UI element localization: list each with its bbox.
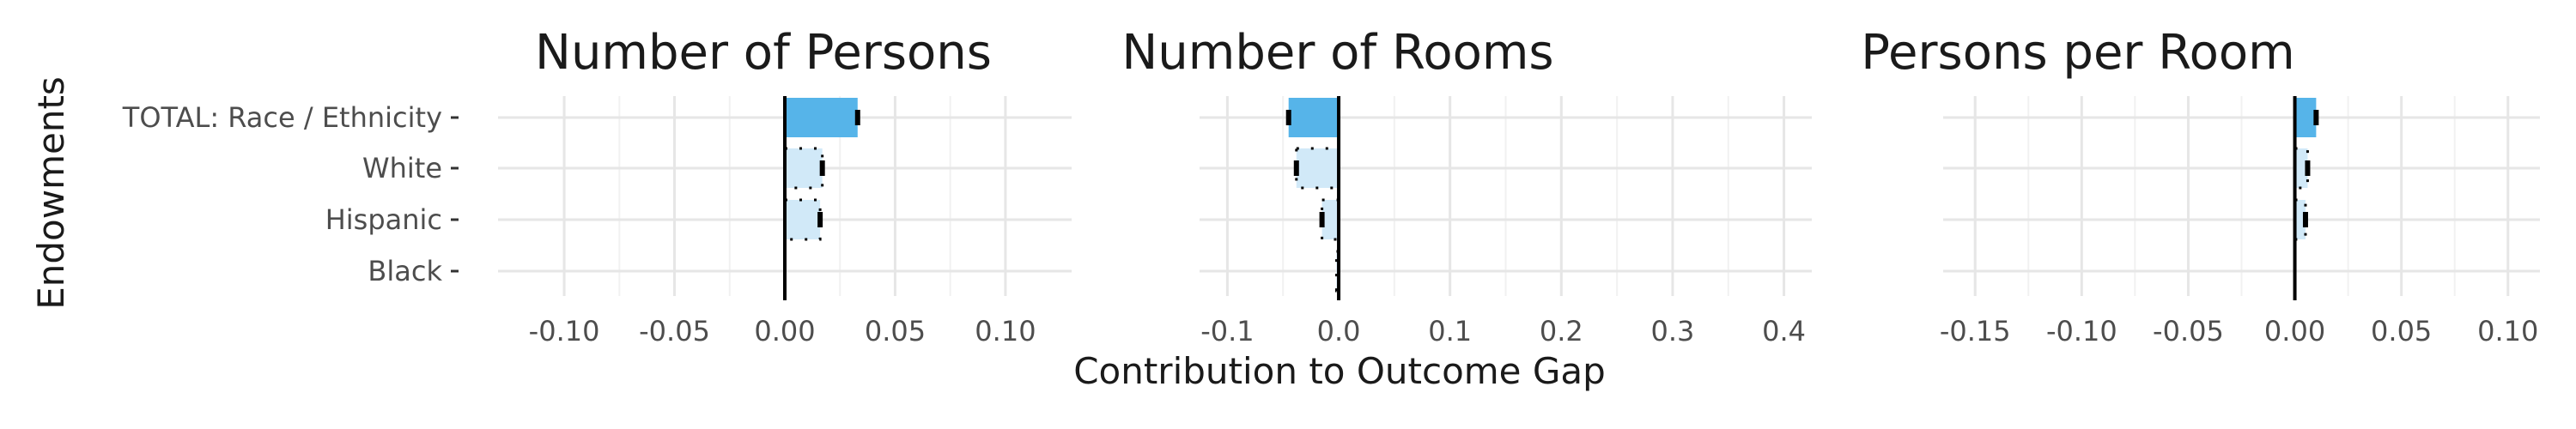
x-tick-label: 0.10 [2477,315,2538,347]
panel-title-persons-per-room: Persons per Room [1861,25,2294,81]
bar [2294,200,2306,239]
bar [1288,98,1340,137]
x-tick-label: 0.10 [975,315,1036,347]
x-tick-label: 0.00 [2264,315,2325,347]
x-axis-title: Contribution to Outcome Gap [1073,350,1606,392]
bar [2294,98,2317,137]
bar [2294,148,2308,188]
panel-plot: -0.1 0.0 0.1 0.2 0.3 0.4 [1200,96,1812,347]
x-tick-label: 0.0 [1317,315,1361,347]
bar [1296,148,1340,188]
x-tick-label: 0.1 [1428,315,1472,347]
category-label: Black [368,255,442,287]
panel-plot: -0.15 -0.10 -0.05 0.00 0.05 0.10 [1940,96,2540,347]
x-tick-label: -0.10 [2046,315,2117,347]
x-tick-label: 0.3 [1651,315,1695,347]
bar [785,200,821,239]
error-bar [2313,110,2319,125]
error-bar [819,160,825,176]
x-tick-label: 0.00 [754,315,815,347]
x-tick-label: 0.05 [2371,315,2432,347]
panel-title-number-of-persons: Number of Persons [535,25,992,81]
x-tick-label: -0.15 [1940,315,2011,347]
category-label: White [362,152,442,184]
panel-persons-per-room: Persons per Room [1861,25,2294,81]
error-bar [2305,160,2311,176]
x-tick-label: -0.10 [529,315,600,347]
panel-title-number-of-rooms: Number of Rooms [1121,25,1553,81]
error-bar [854,110,860,125]
panel-number-of-rooms: Number of Rooms [1121,25,1553,81]
error-bar [1285,110,1291,125]
x-tick-label: 0.4 [1762,315,1806,347]
panel-number-of-persons: Number of Persons [535,25,992,81]
error-bar [817,212,823,227]
bar [785,148,823,188]
x-tick-label: -0.05 [2153,315,2224,347]
bar [785,98,858,137]
error-bar [1319,212,1325,227]
confidence-interval-outline [2293,147,2309,190]
x-tick-label: -0.1 [1200,315,1254,347]
category-labels: TOTAL: Race / Ethnicity White Hispanic Blac… [122,101,459,287]
x-tick-label: 0.05 [865,315,926,347]
x-tick-label: -0.05 [639,315,710,347]
plot-layer: -0.10 -0.05 0.00 0.05 0.10 -0.1 0.0 0.1 0.2 0.3 0.… [498,96,2540,347]
bar [1321,200,1340,239]
error-bar [1293,160,1299,176]
panel-plot: -0.10 -0.05 0.00 0.05 0.10 [498,96,1072,347]
confidence-interval-outline [1295,147,1340,190]
error-bar [2302,212,2308,227]
category-label: TOTAL: Race / Ethnicity [122,101,442,134]
category-label: Hispanic [325,203,442,236]
y-axis-title: Endowments [30,76,72,310]
x-tick-label: 0.2 [1540,315,1583,347]
